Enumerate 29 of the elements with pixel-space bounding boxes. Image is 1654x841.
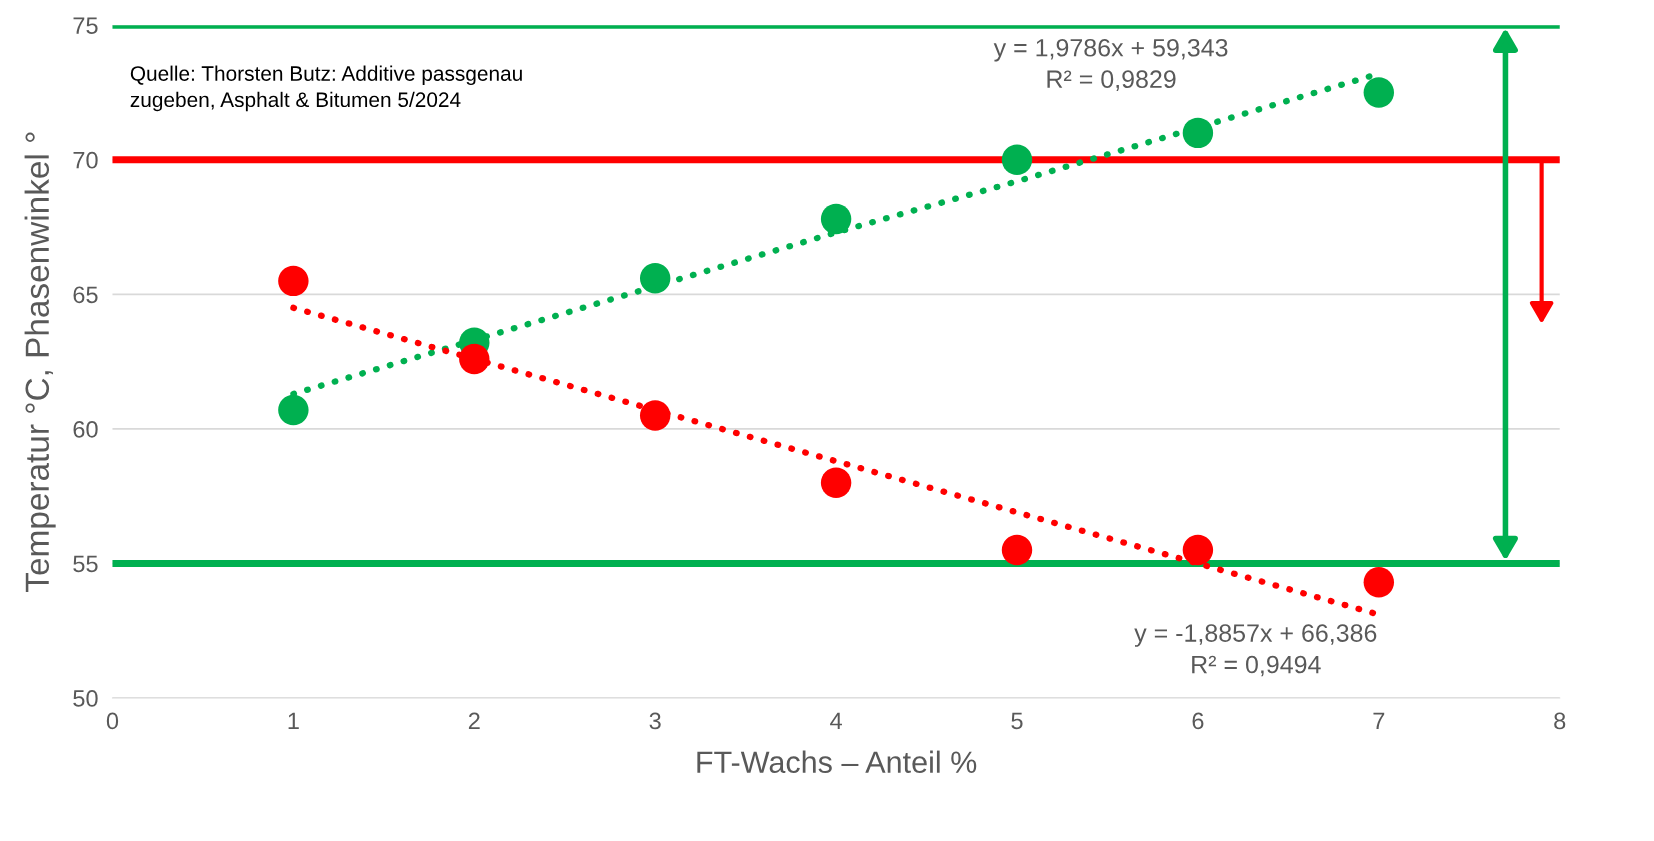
- x-tick-label: 8: [1554, 712, 1566, 730]
- x-tick-label: 2: [468, 712, 480, 730]
- y-tick-label: 55: [73, 555, 98, 573]
- annotation: Quelle: Thorsten Butz: Additive passgenau zugeben, Asphalt & Bitumen 5/2024: [130, 65, 522, 112]
- point: [1001, 534, 1033, 566]
- point: [1363, 77, 1395, 108]
- y-tick-label: 50: [73, 690, 98, 707]
- point: [1363, 567, 1395, 598]
- x-tick-label: 1: [288, 712, 299, 730]
- y-tick-label: 70: [73, 151, 98, 169]
- x-tick-label: 0: [106, 712, 119, 730]
- y-tick-label: 65: [73, 286, 98, 304]
- x-tick-label: 7: [1373, 712, 1385, 730]
- point: [820, 203, 852, 235]
- y-axis-title: Temperatur °C, Phasenwinkel °: [24, 132, 56, 592]
- x-tick-label: 6: [1192, 712, 1204, 730]
- annotation: y = 1,9786x + 59,343 R² = 0,9829: [993, 38, 1228, 91]
- x-tick-label: 5: [1011, 712, 1023, 730]
- point: [1182, 534, 1214, 566]
- annotation: y = -1,8857x + 66,386 R² = 0,9494: [1134, 624, 1377, 677]
- point: [820, 467, 852, 498]
- x-tick-label: 4: [830, 712, 842, 730]
- y-tick-label: 75: [73, 17, 98, 35]
- y-tick-label: 60: [73, 420, 98, 438]
- point: [1001, 144, 1033, 175]
- point: [278, 394, 309, 426]
- point: [278, 265, 309, 297]
- x-tick-label: 3: [649, 712, 661, 730]
- x-axis-title: FT-Wachs – Anteil %: [697, 750, 977, 774]
